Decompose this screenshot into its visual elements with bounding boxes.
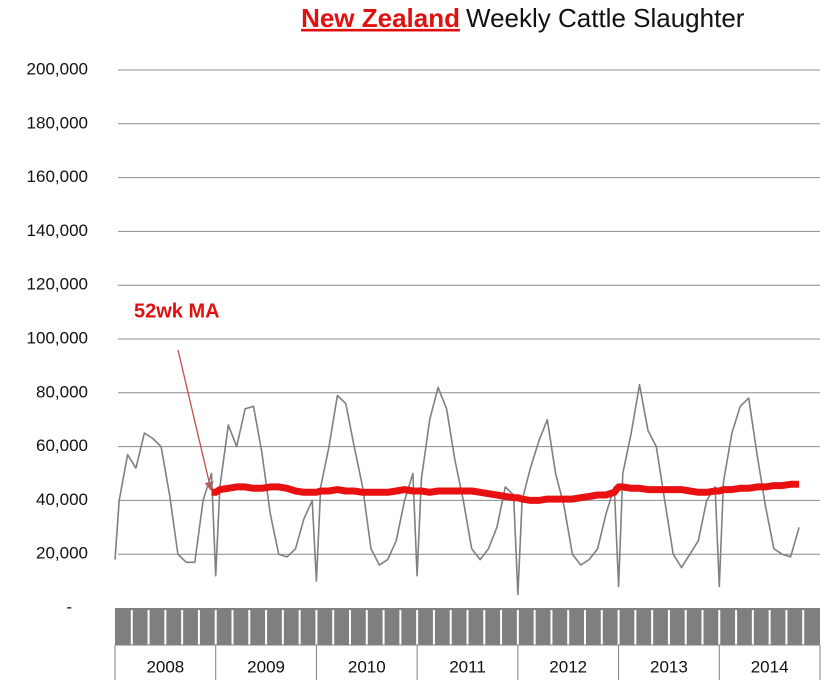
y-tick-label: 20,000	[36, 544, 88, 563]
x-tick-label: 2012	[549, 657, 587, 676]
y-tick-label: 80,000	[36, 382, 88, 401]
y-tick-label: 160,000	[27, 167, 88, 186]
series-line	[114, 383, 800, 596]
y-tick-label: 60,000	[36, 436, 88, 455]
x-tick-label: 2011	[449, 657, 486, 676]
annotation: 52wk MA	[134, 300, 220, 322]
y-tick-label: 140,000	[27, 221, 88, 240]
axis-strip-ticks	[130, 610, 805, 645]
grid	[118, 69, 820, 555]
x-tick-label: 2014	[751, 657, 789, 676]
annotation-arrow	[177, 349, 214, 491]
chart-title-highlight: New Zealand	[301, 3, 460, 33]
x-tick-label: 2009	[247, 657, 285, 676]
y-tick-label: -	[66, 597, 72, 616]
y-tick-label: 120,000	[27, 275, 88, 294]
chart-title: Weekly Cattle Slaughter	[466, 3, 745, 33]
series-line	[211, 480, 800, 504]
y-tick-label: 40,000	[36, 490, 88, 509]
x-tick-label: 2010	[348, 657, 386, 676]
y-tick-label: 100,000	[27, 328, 88, 347]
y-tick-label: 200,000	[27, 59, 88, 78]
y-tick-label: 180,000	[27, 113, 88, 132]
x-tick-label: 2008	[146, 657, 184, 676]
x-tick-label: 2013	[650, 657, 688, 676]
